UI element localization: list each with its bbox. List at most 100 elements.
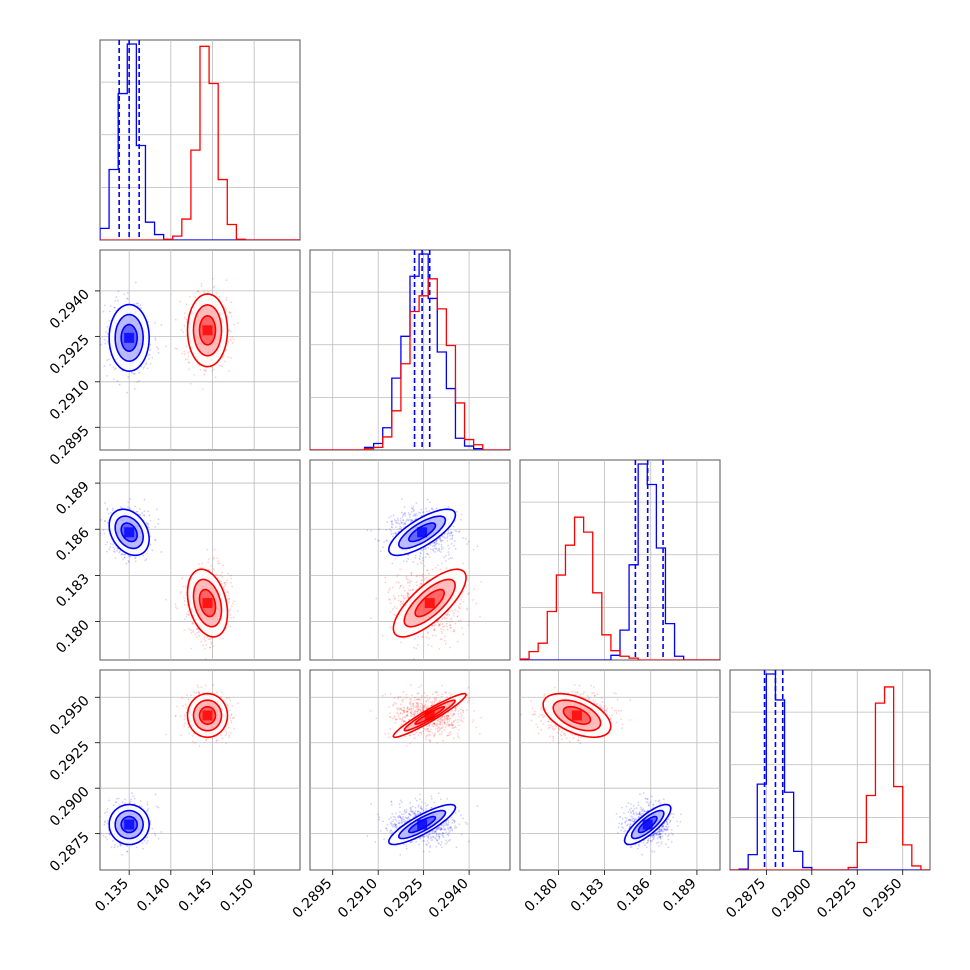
sample-point <box>421 511 424 514</box>
sample-point <box>389 602 392 605</box>
sample-point <box>126 298 129 300</box>
sample-point <box>405 560 408 563</box>
sample-point <box>100 519 102 521</box>
sample-point <box>194 296 197 298</box>
sample-point <box>458 530 461 533</box>
sample-point <box>438 548 441 551</box>
sample-point <box>232 338 235 340</box>
sample-point <box>416 563 419 565</box>
sample-point <box>442 625 445 628</box>
sample-point <box>411 519 414 522</box>
sample-point <box>370 529 373 532</box>
sample-point <box>432 541 435 544</box>
sample-point <box>104 836 107 839</box>
sample-point <box>447 551 450 554</box>
sample-point <box>223 585 226 588</box>
sample-point <box>394 558 397 560</box>
sample-point <box>385 539 388 542</box>
sample-point <box>229 613 232 616</box>
sample-point <box>179 592 182 595</box>
sample-point <box>148 357 150 360</box>
sample-point <box>218 364 221 367</box>
sample-point <box>459 619 462 622</box>
sample-point <box>389 611 392 613</box>
sample-point <box>383 541 385 544</box>
sample-point <box>436 542 438 545</box>
sample-point <box>433 545 436 548</box>
sample-point <box>145 522 148 525</box>
sample-point <box>102 834 105 837</box>
sample-point <box>438 624 441 627</box>
sample-point <box>230 330 233 333</box>
sample-point <box>202 644 204 647</box>
sample-point <box>148 526 150 529</box>
sample-point <box>439 568 442 571</box>
sample-point <box>395 581 398 584</box>
sample-point <box>127 376 130 378</box>
sample-point <box>228 597 231 600</box>
sample-point <box>127 501 130 504</box>
sample-point <box>212 645 215 648</box>
sample-point <box>174 318 177 321</box>
sample-point <box>205 644 208 646</box>
sample-point <box>439 537 442 540</box>
sample-point <box>459 603 462 605</box>
sample-point <box>400 521 403 524</box>
sample-point <box>232 342 234 344</box>
sample-point <box>106 550 108 553</box>
sample-point <box>129 556 132 558</box>
sample-point <box>229 338 232 341</box>
sample-point <box>147 523 150 526</box>
sample-point <box>446 539 449 542</box>
sample-point <box>428 556 431 559</box>
sample-point <box>419 561 422 564</box>
sample-point <box>414 556 417 559</box>
sample-point <box>230 315 233 318</box>
sample-point <box>450 532 453 534</box>
sample-point <box>397 594 400 597</box>
sample-point <box>188 368 191 371</box>
sample-point <box>399 568 402 571</box>
sample-point <box>225 626 228 629</box>
sample-point <box>397 599 400 602</box>
sample-point <box>435 547 438 550</box>
sample-point <box>421 636 424 639</box>
sample-point <box>468 620 470 623</box>
sample-point <box>399 584 402 587</box>
sample-point <box>157 348 160 350</box>
sample-point <box>443 536 445 538</box>
sample-point <box>128 561 131 563</box>
sample-point <box>457 610 459 613</box>
sample-point <box>415 647 418 650</box>
sample-point <box>401 603 404 606</box>
sample-point <box>215 292 218 295</box>
sample-point <box>135 846 138 849</box>
sample-point <box>147 522 149 525</box>
sample-point <box>449 626 452 629</box>
sample-point <box>174 606 177 608</box>
sample-point <box>406 581 409 584</box>
sample-point <box>104 520 106 522</box>
sample-point <box>151 827 154 830</box>
sample-point <box>369 617 372 620</box>
sample-point <box>154 337 157 339</box>
sample-point <box>123 293 126 296</box>
sample-point <box>224 307 226 309</box>
sample-point <box>453 540 456 542</box>
sample-point <box>394 614 397 617</box>
sample-point <box>138 513 141 516</box>
sample-point <box>103 823 106 826</box>
sample-point <box>149 535 152 538</box>
sample-point <box>116 299 119 302</box>
sample-point <box>203 291 206 294</box>
sample-point <box>451 536 454 539</box>
sample-point <box>431 568 434 571</box>
sample-point <box>187 610 190 613</box>
sample-point <box>221 564 224 567</box>
sample-point <box>198 563 200 565</box>
scatter-red <box>165 277 239 391</box>
sample-point <box>189 382 192 385</box>
sample-point <box>230 581 233 584</box>
sample-point <box>461 536 464 539</box>
sample-point <box>121 801 124 804</box>
